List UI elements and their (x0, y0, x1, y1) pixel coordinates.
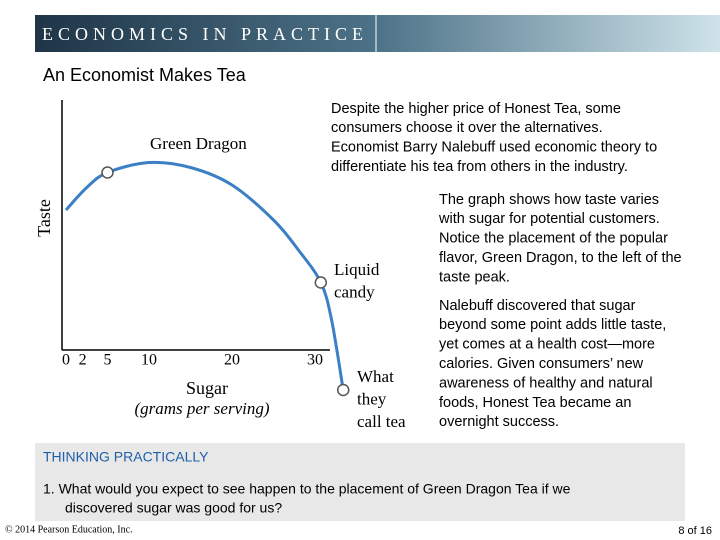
thinking-box (35, 443, 685, 521)
paragraph-line: flavor, Green Dragon, to the left of the (439, 250, 682, 266)
x-axis-label: Sugar (186, 378, 228, 398)
paragraph-line: awareness of healthy and natural (439, 375, 653, 391)
page-number: 8 of 16 (678, 525, 712, 537)
x-tick-label: 0 (62, 352, 70, 369)
curve-point (336, 383, 350, 397)
curve-point (101, 166, 114, 179)
paragraph-line: Notice the placement of the popular (439, 231, 668, 247)
point-annotation: Green Dragon (150, 134, 247, 153)
x-tick-label: 30 (307, 352, 323, 369)
paragraph-line: differentiate his tea from others in the… (331, 159, 628, 175)
question-line: discovered sugar was good for us? (65, 500, 282, 516)
paragraph-line: consumers choose it over the alternative… (331, 120, 603, 136)
paragraph-line: The graph shows how taste varies (439, 192, 659, 208)
question-line: 1. What would you expect to see happen t… (43, 481, 571, 497)
paragraph-line: calories. Given consumers’ new (439, 356, 644, 372)
curve-point (314, 276, 328, 289)
paragraph-line: yet comes at a health cost—more (439, 337, 655, 353)
point-annotation: call tea (357, 412, 406, 431)
x-tick-label: 20 (224, 352, 240, 369)
paragraph-line: Nalebuff discovered that sugar (439, 298, 636, 314)
point-annotation: they (357, 389, 387, 408)
header-title: ECONOMICS IN PRACTICE (42, 24, 368, 44)
paragraph-line: beyond some point adds little taste, (439, 317, 666, 333)
thinking-heading: THINKING PRACTICALLY (43, 449, 209, 465)
x-tick-label: 5 (104, 352, 112, 369)
x-tick-label: 10 (141, 352, 157, 369)
y-axis-label: Taste (34, 199, 54, 237)
paragraph-line: Despite the higher price of Honest Tea, … (331, 101, 621, 117)
point-annotation: candy (334, 282, 375, 301)
header-bar (35, 15, 720, 52)
paragraph-line: with sugar for potential customers. (438, 211, 660, 227)
slide-title: An Economist Makes Tea (43, 65, 247, 85)
taste-curve (64, 160, 345, 391)
point-annotation: What (357, 367, 394, 386)
paragraph-line: foods, Honest Tea became an (439, 395, 631, 411)
x-axis-sublabel: (grams per serving) (134, 399, 269, 418)
x-tick-label: 2 (79, 352, 87, 369)
paragraph-line: overnight success. (439, 414, 559, 430)
copyright: © 2014 Pearson Education, Inc. (5, 524, 133, 535)
point-annotation: Liquid (334, 260, 380, 279)
paragraph-line: Economist Barry Nalebuff used economic t… (331, 140, 657, 156)
paragraph-line: taste peak. (439, 269, 510, 285)
